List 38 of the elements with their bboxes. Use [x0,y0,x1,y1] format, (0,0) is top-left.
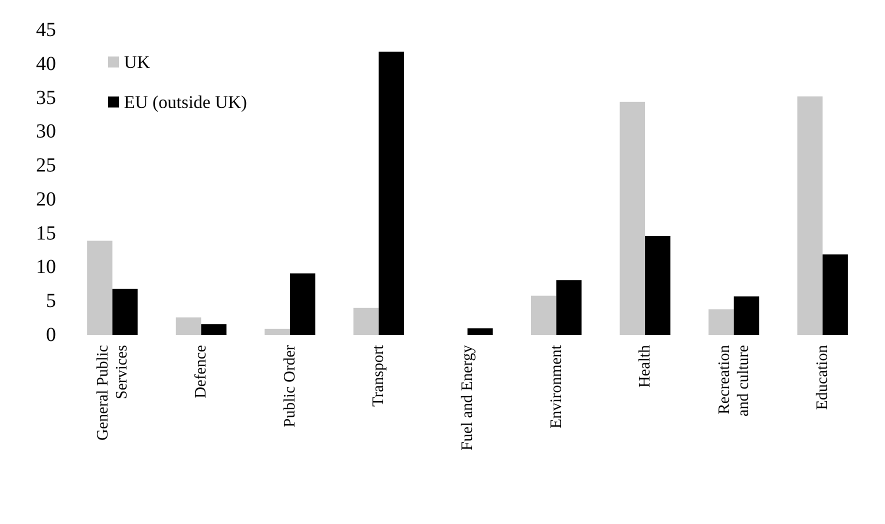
y-tick-label: 25 [36,154,56,177]
bar [645,236,670,335]
bar [112,288,138,335]
y-tick-label: 40 [36,52,56,75]
x-tick-label: Education [814,345,832,410]
bar [556,280,582,335]
legend-label: EU (outside UK) [124,92,247,112]
legend-label: UK [124,52,150,72]
x-tick-label: Transport [370,344,388,407]
bar [290,273,316,335]
x-tick-label: Public Order [281,344,298,428]
x-tick-label: Defence [192,345,210,398]
y-tick-label: 35 [36,86,56,109]
x-tick-label: Environment [548,344,565,429]
bar [620,102,646,335]
y-tick-label: 10 [36,256,56,278]
bar [87,240,112,335]
y-tick-label: 45 [36,19,56,41]
y-tick-label: 15 [36,222,56,244]
bar [734,296,760,335]
y-tick-label: 5 [46,290,56,312]
bar [797,96,823,335]
bar [353,308,379,335]
y-tick-label: 0 [46,324,56,346]
x-tick-label: Health [636,345,654,388]
bar [708,309,734,335]
y-tick-label: 30 [36,120,56,143]
x-tick-label: General Public Services [94,345,130,441]
bar [468,328,493,335]
bar [201,324,226,335]
bar [822,254,848,335]
x-tick-label: Recreation and culture [716,345,752,417]
y-tick-label: 20 [36,188,56,210]
bar [530,296,556,335]
bar [264,328,290,335]
bar [176,317,202,335]
bar [378,52,404,335]
x-tick-label: Fuel and Energy [459,345,476,450]
